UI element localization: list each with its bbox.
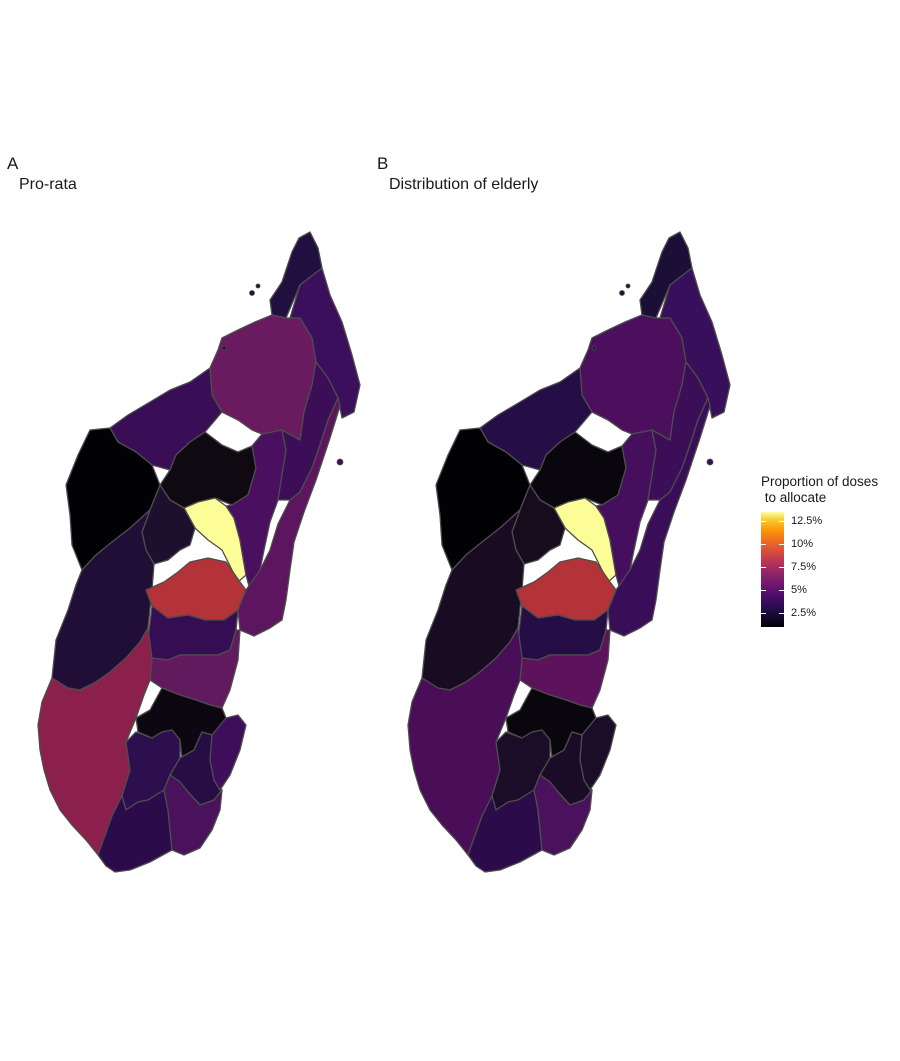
region-r3 <box>579 314 687 441</box>
island-shape <box>255 283 261 289</box>
island-shape <box>619 290 625 296</box>
region-r8 <box>595 429 657 591</box>
panel-tag: A <box>7 154 19 173</box>
island-shape <box>249 290 255 296</box>
legend-tick-mark <box>779 544 784 546</box>
region-r22 <box>533 774 593 856</box>
panel-subtitle: Distribution of elderly <box>389 176 539 193</box>
legend-tick-mark <box>761 544 766 546</box>
region-r20 <box>209 714 247 791</box>
legend-tick-mark <box>761 567 766 569</box>
legend-tick-mark <box>779 613 784 615</box>
panel-tag: B <box>377 154 389 173</box>
region-r14 <box>237 397 341 637</box>
legend-tick-mark <box>761 590 766 592</box>
legend-tick-label: 12.5% <box>791 515 823 528</box>
legend-tick-mark <box>779 521 784 523</box>
legend-tick-mark <box>761 613 766 615</box>
island-shape <box>221 345 227 351</box>
region-r20 <box>579 714 617 791</box>
panel-pro-rata: A Pro-rata <box>0 150 361 890</box>
region-r22 <box>163 774 223 856</box>
island-shape <box>336 458 344 466</box>
legend-tick-mark <box>779 590 784 592</box>
legend-tick-mark <box>779 567 784 569</box>
legend-tick-label: 2.5% <box>791 607 817 620</box>
legend-tick-label: 5% <box>791 584 807 597</box>
legend-colorbar <box>761 512 784 627</box>
legend-tick-mark <box>761 521 766 523</box>
panel-subtitle: Pro-rata <box>19 176 77 193</box>
island-shape <box>625 283 631 289</box>
color-legend: Proportion of doses to allocate 12.5% 10%… <box>761 474 900 634</box>
region-r14 <box>607 397 711 637</box>
island-shape <box>591 345 597 351</box>
island-shape <box>706 458 714 466</box>
panel-distribution-of-elderly: B Distribution of elderly <box>370 150 731 890</box>
region-r3 <box>209 314 317 441</box>
region-r8 <box>225 429 287 591</box>
legend-tick-label: 10% <box>791 538 814 551</box>
madagascar-map <box>407 231 731 873</box>
legend-tick-label: 7.5% <box>791 561 817 574</box>
legend-title: Proportion of doses to allocate <box>761 474 879 505</box>
madagascar-map <box>37 231 361 873</box>
